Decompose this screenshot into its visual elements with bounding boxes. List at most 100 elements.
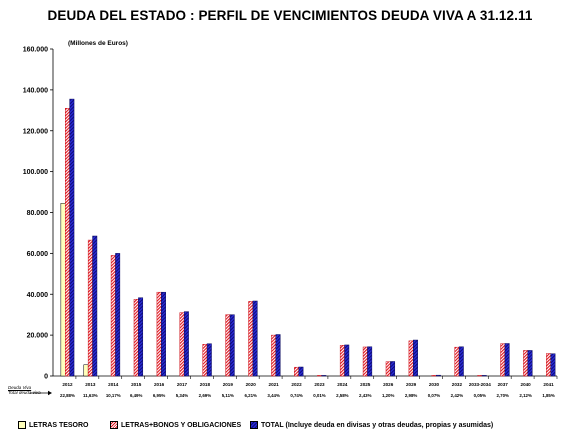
- bar-letras-tesoro: [83, 364, 89, 377]
- legend-label-total: TOTAL (Incluye deuda en divisas y otras …: [261, 421, 494, 429]
- percent-label: 5,34%: [176, 393, 189, 398]
- bar-letras-bonos: [362, 346, 368, 377]
- x-tick-label: 2030: [429, 382, 440, 387]
- bar-letras-bonos: [385, 361, 391, 377]
- legend-item-letras-bonos: LETRAS+BONOS Y OBLIGACIONES: [110, 421, 241, 429]
- y-tick-label: 120.000: [23, 128, 48, 135]
- percent-label: 2,12%: [519, 393, 532, 398]
- bar-total: [458, 346, 464, 377]
- bar-letras-tesoro: [60, 203, 66, 377]
- bar-total: [138, 297, 144, 377]
- percent-label: 11,63%: [83, 393, 98, 398]
- percent-label: 2,69%: [199, 393, 212, 398]
- percent-header-line-2: Total deuda viva: [8, 390, 41, 395]
- y-tick-label: 0: [44, 374, 48, 381]
- bar-letras-bonos: [225, 314, 231, 377]
- x-tick-label: 2015: [131, 382, 142, 387]
- percent-label: 1,20%: [382, 393, 395, 398]
- unit-label: (Millones de Euros): [68, 40, 128, 47]
- y-tick-label: 100.000: [23, 169, 48, 176]
- percent-label: 3,44%: [267, 393, 280, 398]
- percent-label: 1,85%: [542, 393, 555, 398]
- x-tick-label: 2040: [521, 382, 532, 387]
- bar-letras-bonos: [500, 343, 506, 377]
- bar-total: [527, 350, 533, 377]
- bar-letras-bonos: [271, 334, 277, 377]
- percent-label: 0,07%: [428, 393, 441, 398]
- percent-label: 2,58%: [336, 393, 349, 398]
- bar-letras-bonos: [110, 255, 116, 377]
- bar-letras-bonos: [156, 291, 162, 377]
- x-tick-label: 2013: [85, 382, 96, 387]
- bar-total: [161, 291, 166, 377]
- legend-swatch-letras-tesoro: [18, 421, 26, 429]
- x-tick-label: 2018: [200, 382, 211, 387]
- x-tick-label: 2023: [314, 382, 325, 387]
- x-tick-label: 2014: [108, 382, 119, 387]
- legend-label-letras-tesoro: LETRAS TESORO: [29, 421, 89, 429]
- bar-total: [435, 374, 441, 377]
- chart-axes: 0 20.000 40.000 60.000 80.000 100.000 120.000 1…: [23, 47, 558, 381]
- bar-total: [252, 300, 258, 377]
- percent-label: 2,43%: [359, 393, 372, 398]
- x-tick-label: 2012: [62, 382, 73, 387]
- percent-label: 0,05%: [474, 393, 487, 398]
- percent-label: 2,42%: [451, 393, 464, 398]
- bar-letras-bonos: [179, 312, 185, 377]
- chart-bars: [60, 98, 556, 377]
- bar-total: [275, 334, 281, 377]
- legend-item-letras-tesoro: LETRAS TESORO: [18, 421, 89, 429]
- x-tick-label: 2041: [543, 382, 554, 387]
- bar-letras-bonos: [317, 375, 322, 377]
- bar-total: [69, 98, 75, 377]
- bar-total: [115, 253, 121, 377]
- bar-letras-bonos: [248, 301, 254, 377]
- bar-letras-bonos: [408, 340, 414, 377]
- x-tick-label: 2016: [154, 382, 165, 387]
- y-tick-label: 20.000: [27, 333, 49, 340]
- percent-header-line-1: Deuda Viva: [8, 385, 32, 390]
- x-tick-label: 2022: [291, 382, 302, 387]
- chart-title: DEUDA DEL ESTADO : PERFIL DE VENCIMIENTO…: [47, 8, 533, 23]
- y-tick-label: 40.000: [27, 292, 49, 299]
- bar-total: [550, 353, 556, 377]
- bar-total: [321, 375, 327, 377]
- x-tick-label: 2033-2034: [469, 382, 491, 387]
- bar-letras-bonos: [87, 239, 93, 377]
- bar-total: [481, 375, 487, 377]
- y-tick-label: 60.000: [27, 251, 49, 258]
- bar-total: [183, 311, 189, 377]
- legend-swatch-total: [250, 421, 258, 429]
- x-tick-label: 2032: [452, 382, 463, 387]
- chart-labels: 2012 22,88% 2013 11,63% 2014 10,17% 2015 6,49% 2…: [30, 382, 555, 398]
- bar-total: [344, 344, 350, 377]
- bar-letras-bonos: [202, 344, 208, 377]
- x-tick-label: 2021: [269, 382, 280, 387]
- percent-label: 22,88%: [60, 393, 75, 398]
- bar-letras-bonos: [339, 345, 345, 377]
- bar-total: [229, 314, 235, 377]
- percent-label: 2,70%: [497, 393, 510, 398]
- percent-label: 6,49%: [130, 393, 143, 398]
- x-tick-label: 2020: [246, 382, 257, 387]
- bar-letras-bonos: [477, 375, 483, 377]
- bar-letras-bonos: [523, 350, 529, 377]
- x-tick-label: 2017: [177, 382, 188, 387]
- bar-letras-bonos: [454, 346, 460, 377]
- x-tick-label: 2026: [383, 382, 394, 387]
- bar-total: [298, 366, 304, 377]
- bar-total: [367, 346, 373, 377]
- bar-total: [390, 361, 396, 377]
- pointer-arrow-head: [48, 390, 52, 396]
- x-tick-label: 2025: [360, 382, 371, 387]
- x-tick-label: 2037: [498, 382, 509, 387]
- percent-label: 6,95%: [153, 393, 166, 398]
- x-tick-label: 2024: [337, 382, 348, 387]
- bar-letras-bonos: [431, 375, 437, 377]
- y-tick-label: 80.000: [27, 210, 49, 217]
- percent-label: 6,21%: [245, 393, 258, 398]
- bar-letras-bonos: [294, 366, 299, 377]
- percent-label: 0,74%: [290, 393, 303, 398]
- percent-label: 10,17%: [106, 393, 121, 398]
